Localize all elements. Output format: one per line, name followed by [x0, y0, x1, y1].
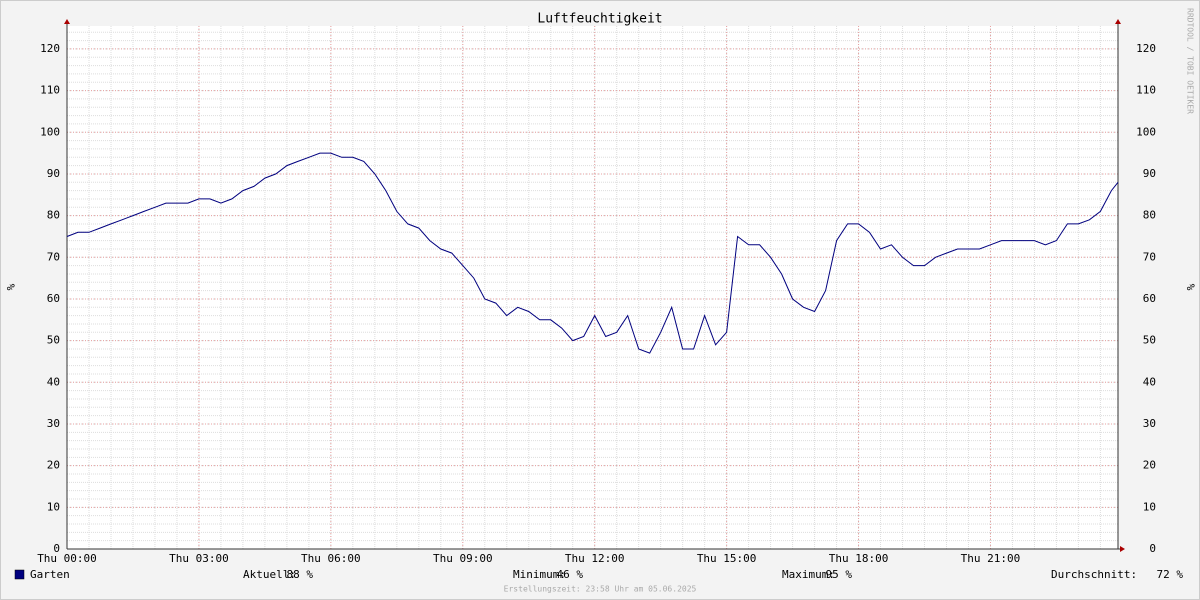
x-tick-label: Thu 18:00: [829, 552, 889, 565]
y-tick-label: 80: [47, 209, 60, 222]
y-tick-label: 90: [47, 167, 60, 180]
y2-tick-label: 70: [1143, 250, 1156, 263]
stat-value: 88 %: [287, 568, 314, 581]
y2-tick-label: 120: [1136, 42, 1156, 55]
y2-tick-label: 0: [1149, 542, 1156, 555]
y-tick-label: 50: [47, 334, 60, 347]
y-axis-label: %: [4, 284, 17, 291]
y-tick-label: 10: [47, 500, 60, 513]
stat-value: 46 %: [557, 568, 584, 581]
y2-axis-label: %: [1184, 284, 1197, 291]
y-tick-label: 30: [47, 417, 60, 430]
x-tick-label: Thu 06:00: [301, 552, 361, 565]
y2-tick-label: 50: [1143, 334, 1156, 347]
footer: Erstellungszeit: 23:58 Uhr am 05.06.2025: [504, 585, 697, 594]
line-series: [66, 152, 1119, 354]
x-tick-label: Thu 00:00: [37, 552, 97, 565]
stat-label: Durchschnitt:: [1051, 568, 1137, 581]
y-tick-label: 20: [47, 459, 60, 472]
stat-label: Maximum:: [782, 568, 835, 581]
x-tick-label: Thu 09:00: [433, 552, 493, 565]
y-tick-label: 120: [40, 42, 60, 55]
y2-tick-label: 60: [1143, 292, 1156, 305]
y2-tick-label: 10: [1143, 500, 1156, 513]
y2-tick-label: 80: [1143, 209, 1156, 222]
y-tick-label: 70: [47, 250, 60, 263]
y2-tick-label: 90: [1143, 167, 1156, 180]
legend-label: Garten: [30, 568, 70, 581]
stat-label: Minimum:: [513, 568, 566, 581]
watermark: RRDTOOL / TOBI OETIKER: [1186, 8, 1195, 114]
x-tick-label: Thu 12:00: [565, 552, 625, 565]
y2-tick-label: 110: [1136, 84, 1156, 97]
axis-arrow: [1115, 19, 1121, 24]
y-tick-label: 40: [47, 375, 60, 388]
y-tick-label: 100: [40, 125, 60, 138]
y-tick-label: 60: [47, 292, 60, 305]
y-tick-label: 0: [53, 542, 60, 555]
legend-swatch: [14, 569, 25, 580]
x-tick-label: Thu 15:00: [697, 552, 757, 565]
chart-title: Luftfeuchtigkeit: [537, 12, 662, 27]
plot-area: [67, 26, 1118, 549]
axis-arrow: [1120, 546, 1125, 552]
y-tick-label: 110: [40, 84, 60, 97]
stat-value: 95 %: [826, 568, 853, 581]
stat-value: 72 %: [1157, 568, 1184, 581]
y2-tick-label: 40: [1143, 375, 1156, 388]
axis-arrow: [64, 19, 70, 24]
x-tick-label: Thu 03:00: [169, 552, 229, 565]
y2-tick-label: 100: [1136, 125, 1156, 138]
y2-tick-label: 30: [1143, 417, 1156, 430]
y2-tick-label: 20: [1143, 459, 1156, 472]
stat-label: Aktuell:: [243, 568, 296, 581]
x-tick-label: Thu 21:00: [961, 552, 1021, 565]
